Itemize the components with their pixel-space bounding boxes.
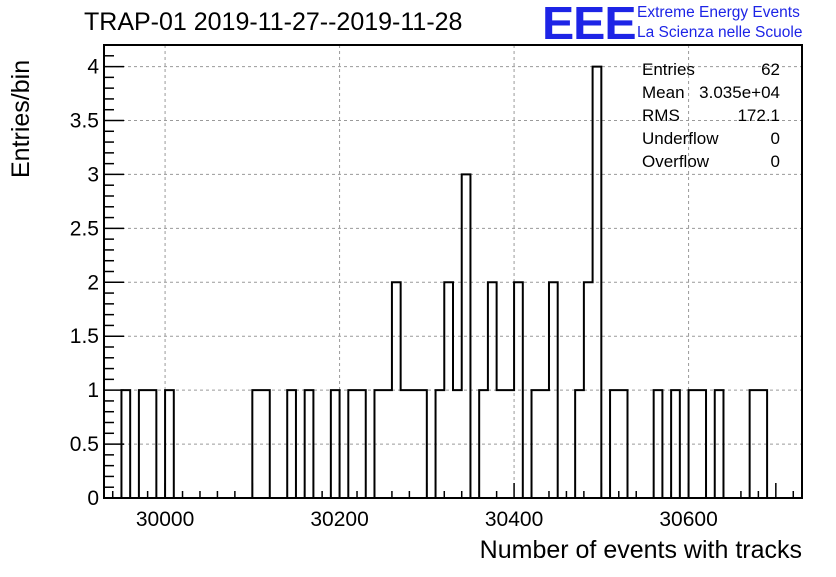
y-axis: 0 0.5 1 1.5 2 2.5 3 3.5 4 bbox=[70, 44, 124, 510]
stat-mean-label: Mean bbox=[642, 83, 685, 102]
stat-entries-value: 62 bbox=[761, 60, 780, 79]
x-tick-label: 30200 bbox=[310, 508, 368, 531]
grid bbox=[104, 45, 802, 498]
plot-frame bbox=[103, 44, 803, 499]
x-tick-label: 30400 bbox=[485, 508, 543, 531]
y-tick-label: 4 bbox=[87, 56, 99, 79]
x-axis: 30000 30200 30400 30600 bbox=[111, 483, 795, 531]
stat-rms-value: 172.1 bbox=[737, 106, 780, 125]
chart-title: TRAP-01 2019-11-27--2019-11-28 bbox=[84, 8, 463, 36]
stat-mean-value: 3.035e+04 bbox=[699, 83, 780, 102]
y-tick-label: 0 bbox=[87, 487, 99, 510]
x-tick-label: 30000 bbox=[136, 508, 194, 531]
eee-logo: EEE bbox=[542, 0, 637, 49]
logo-line-2: La Scienza nelle Scuole bbox=[637, 24, 803, 41]
stat-underflow-value: 0 bbox=[770, 129, 780, 148]
stat-entries-label: Entries bbox=[642, 60, 695, 79]
x-tick-label: 30600 bbox=[659, 508, 717, 531]
y-tick-label: 1.5 bbox=[70, 325, 99, 348]
stat-rms-label: RMS bbox=[642, 106, 680, 125]
stat-overflow-label: Overflow bbox=[642, 152, 710, 171]
y-tick-label: 2 bbox=[87, 271, 99, 294]
y-tick-label: 3.5 bbox=[70, 110, 99, 133]
y-tick-label: 2.5 bbox=[70, 217, 99, 240]
x-axis-label: Number of events with tracks bbox=[479, 536, 802, 564]
y-axis-label: Entries/bin bbox=[7, 59, 35, 178]
y-tick-label: 1 bbox=[87, 379, 99, 402]
stat-overflow-value: 0 bbox=[770, 152, 780, 171]
y-tick-label: 0.5 bbox=[70, 433, 99, 456]
logo-line-1: Extreme Energy Events bbox=[637, 4, 800, 21]
stat-underflow-label: Underflow bbox=[642, 129, 719, 148]
y-tick-label: 3 bbox=[87, 163, 99, 186]
histogram-line bbox=[112, 65, 776, 499]
